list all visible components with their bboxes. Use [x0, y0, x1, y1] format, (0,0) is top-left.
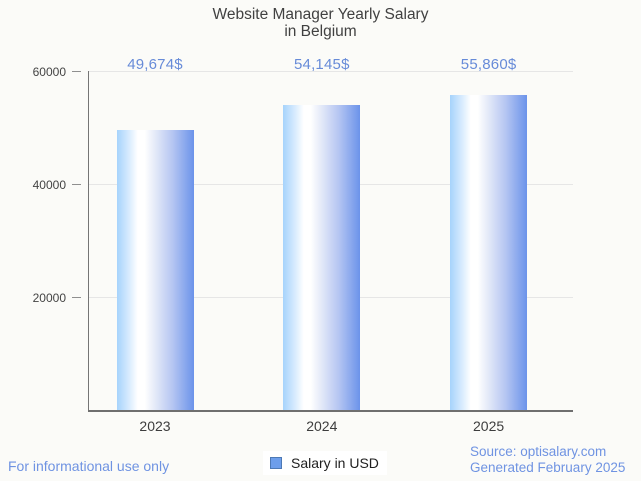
- disclaimer-text: For informational use only: [8, 458, 170, 474]
- gridline: [89, 71, 573, 72]
- y-axis-tick: [72, 184, 81, 185]
- bar-value-label-2023: 49,674$: [127, 56, 183, 73]
- source-block: Source: optisalary.com Generated Februar…: [470, 444, 625, 476]
- source-text: Source: optisalary.com: [470, 444, 607, 459]
- chart-title-line2: in Belgium: [284, 23, 357, 40]
- y-axis-tick-label: 60000: [32, 64, 66, 79]
- legend-item-salary-in-usd[interactable]: Salary in USD: [263, 451, 387, 475]
- x-axis-label-2023: 2023: [139, 418, 171, 434]
- x-axis-label-2025: 2025: [473, 418, 505, 434]
- chart-title: Website Manager Yearly Salary in Belgium: [0, 6, 641, 40]
- y-axis-tick-label: 40000: [32, 177, 66, 192]
- bar-value-label-2025: 55,860$: [460, 56, 517, 73]
- legend-label: Salary in USD: [291, 455, 379, 471]
- x-axis-label-2024: 2024: [306, 418, 338, 434]
- bar-2025[interactable]: [450, 94, 528, 411]
- x-axis-line: [88, 409, 573, 412]
- y-axis-line: [88, 71, 89, 411]
- y-axis-tick: [72, 71, 81, 72]
- y-axis-tick: [72, 297, 81, 298]
- y-axis-tick-label: 20000: [32, 290, 66, 305]
- bar-2023[interactable]: [116, 129, 194, 411]
- legend-square-icon: [270, 457, 282, 469]
- generated-text: Generated February 2025: [470, 460, 626, 475]
- bar-2024[interactable]: [283, 104, 361, 411]
- chart-title-line1: Website Manager Yearly Salary: [212, 6, 429, 23]
- bar-value-label-2024: 54,145$: [293, 56, 350, 73]
